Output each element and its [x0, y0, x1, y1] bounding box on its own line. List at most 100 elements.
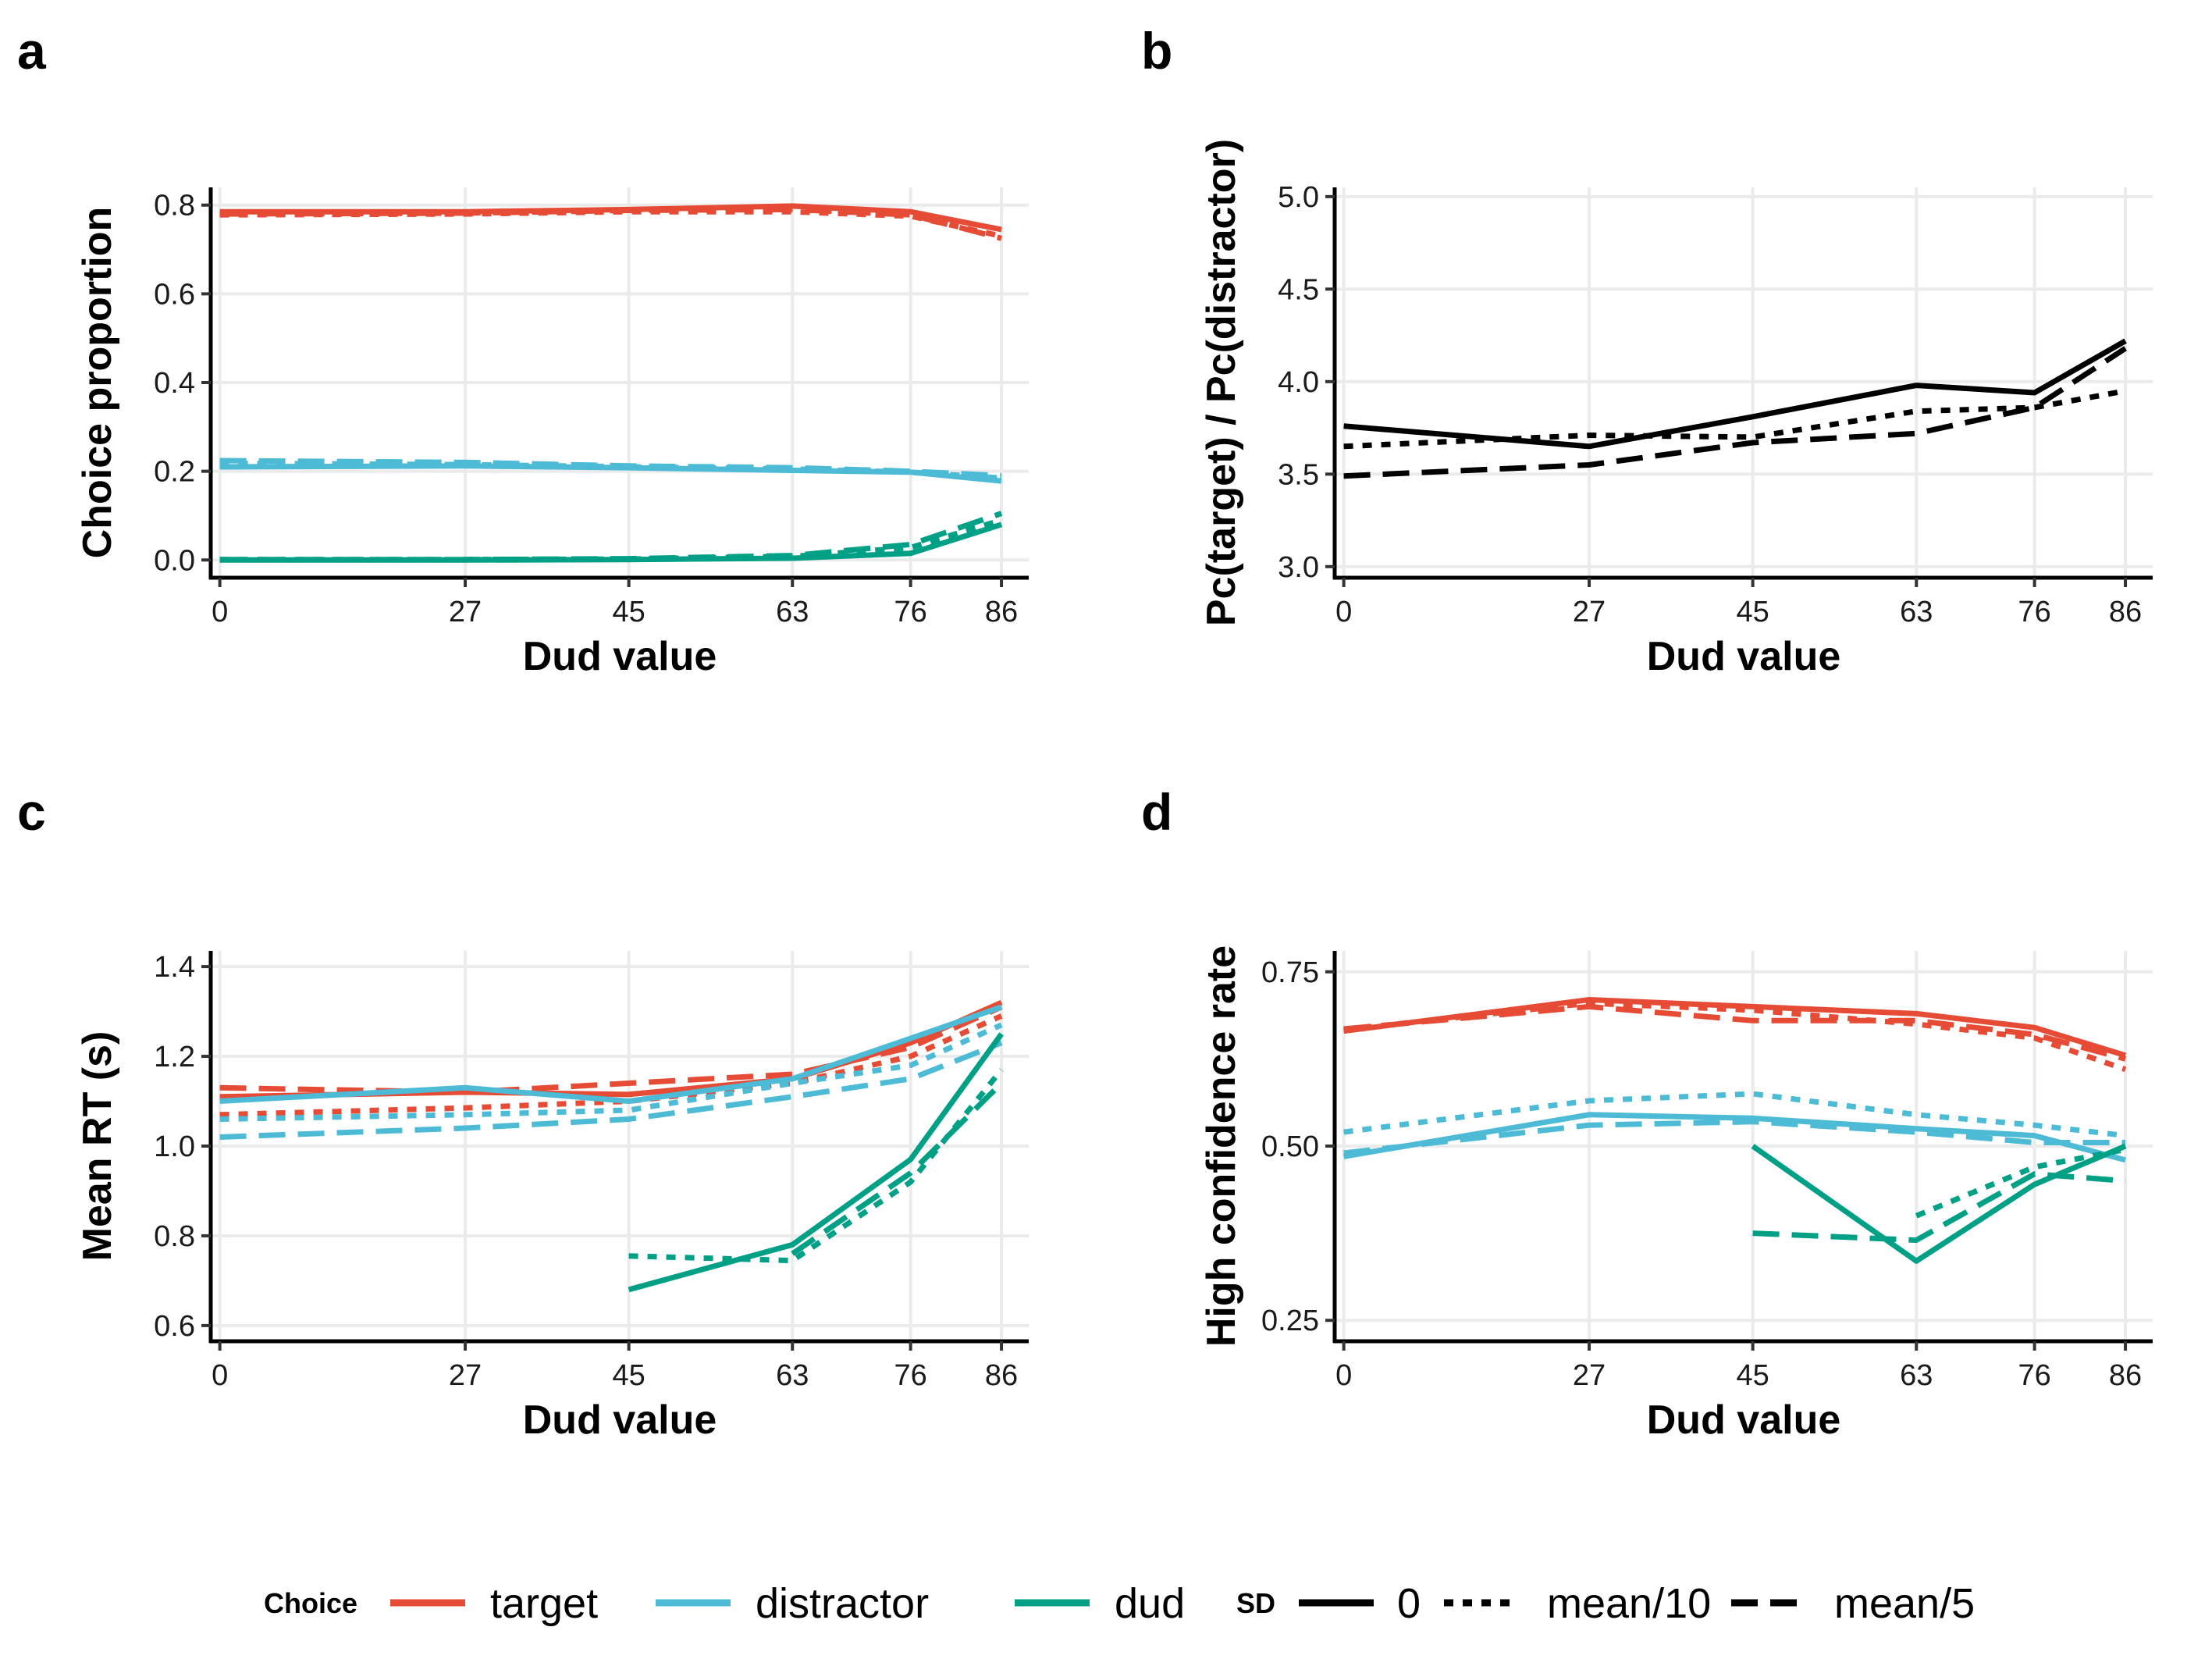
legend-label-dud: dud — [1115, 1580, 1185, 1627]
panel-a-x-tick-label-3: 63 — [776, 596, 809, 628]
panel-c-x-axis-title: Dud value — [523, 1397, 717, 1443]
panel-a-x-tick-label-4: 76 — [894, 596, 926, 628]
panel-a-y-axis-title: Choice proportion — [75, 207, 120, 559]
panel-b-x-tick-label-1: 27 — [1573, 596, 1606, 628]
legend: Choice target distractor dud SD 0 mean/1… — [264, 1580, 1975, 1627]
panel-d-lines — [1343, 997, 2127, 1264]
legend-label-sd-mean10: mean/10 — [1547, 1580, 1711, 1627]
panel-d-series-dud-sd-0 — [1751, 1143, 2127, 1264]
panel-c-x-tick-label-1: 27 — [449, 1359, 482, 1392]
panel-d-grid — [1335, 951, 2153, 1341]
legend-choice-title: Choice — [264, 1587, 357, 1619]
legend-label-sd-mean5: mean/5 — [1834, 1580, 1975, 1627]
panel-d-ticks: 0.25 0.50 0.75 0 27 45 63 76 86 — [1261, 956, 2142, 1392]
panel-d-x-tick-label-0: 0 — [1335, 1359, 1352, 1392]
panel-a-y-tick-label-2: 0.4 — [154, 367, 195, 400]
panel-a: a 0.0 0.2 0.4 0.6 0.8 0 27 45 63 76 86 Dud value C… — [17, 22, 1029, 679]
panel-c-y-tick-label-1: 0.8 — [154, 1220, 195, 1253]
panel-d-y-tick-label-0: 0.25 — [1261, 1305, 1319, 1337]
panel-c-grid — [211, 951, 1029, 1341]
panel-a-y-tick-label-1: 0.2 — [154, 456, 195, 489]
panel-b-axes — [1332, 187, 2153, 580]
panel-d-series-dud-sd-mean5 — [1752, 1171, 2126, 1243]
panel-d-y-tick-label-2: 0.75 — [1261, 956, 1319, 989]
panel-b-x-tick-label-5: 86 — [2109, 596, 2142, 628]
panel-d-x-tick-label-1: 27 — [1573, 1359, 1606, 1392]
panel-d-series-distractor-sd-mean5 — [1343, 1119, 2126, 1156]
panel-c-series-dud-sd-mean5 — [791, 1081, 1004, 1256]
panel-b-x-tick-label-2: 45 — [1737, 596, 1769, 628]
panel-d-y-axis-title: High confidence rate — [1199, 945, 1244, 1347]
panel-a-x-tick-label-0: 0 — [212, 596, 228, 628]
panel-a-y-tick-label-4: 0.8 — [154, 190, 195, 223]
panel-d-series-distractor-sd-0 — [1343, 1112, 2127, 1163]
panel-d-series-target-sd-mean5 — [1343, 1003, 2127, 1062]
panel-b: b 3.0 3.5 4.0 4.5 5.0 0 27 45 63 76 86 Dud value P… — [1141, 22, 2153, 679]
panel-a-letter: a — [17, 22, 47, 80]
panel-c-x-tick-label-2: 45 — [613, 1359, 645, 1392]
panel-b-x-tick-label-4: 76 — [2018, 596, 2050, 628]
panel-c-series-distractor-sd-mean5 — [219, 1040, 1003, 1140]
panel-c-lines — [219, 999, 1004, 1293]
panel-d-series-target-sd-0 — [1343, 997, 2127, 1059]
panel-c-y-tick-label-0: 0.6 — [154, 1310, 195, 1343]
panel-b-lines — [1343, 338, 2128, 479]
panel-a-ticks: 0.0 0.2 0.4 0.6 0.8 0 27 45 63 76 86 — [154, 190, 1018, 628]
panel-b-y-tick-label-1: 3.5 — [1278, 458, 1319, 491]
panel-c-y-axis-title: Mean RT (s) — [75, 1031, 120, 1262]
panel-d-series-distractor-sd-mean10 — [1343, 1091, 2126, 1139]
panel-a-y-tick-label-0: 0.0 — [154, 544, 195, 577]
panel-a-series-target-sd-mean5 — [219, 206, 1002, 241]
panel-a-series-distractor-sd-mean5 — [219, 457, 1002, 479]
legend-sd-title: SD — [1236, 1587, 1275, 1619]
panel-a-grid — [211, 187, 1029, 578]
panel-c: c 0.6 0.8 1.0 1.2 1.4 0 27 45 63 76 86 Dud value M… — [17, 783, 1029, 1443]
panel-c-series-distractor-sd-mean10 — [219, 1022, 1003, 1122]
panel-b-y-axis-title: Pc(target) / Pc(distractor) — [1199, 139, 1244, 626]
panel-a-x-tick-label-2: 45 — [613, 596, 645, 628]
panel-c-ticks: 0.6 0.8 1.0 1.2 1.4 0 27 45 63 76 86 — [154, 951, 1018, 1392]
panel-a-lines — [219, 203, 1003, 563]
panel-c-y-tick-label-4: 1.4 — [154, 951, 195, 984]
panel-d-x-axis-title: Dud value — [1647, 1397, 1841, 1443]
panel-a-series-dud-sd-mean5 — [219, 511, 1003, 563]
panel-b-x-tick-label-3: 63 — [1900, 596, 1933, 628]
panel-c-series-distractor-sd-0 — [219, 1004, 1003, 1104]
panel-a-x-axis-title: Dud value — [523, 634, 717, 679]
panel-c-letter: c — [17, 783, 46, 841]
panel-b-y-tick-label-4: 5.0 — [1278, 181, 1319, 214]
panel-b-x-tick-label-0: 0 — [1335, 596, 1352, 628]
panel-b-x-axis-title: Dud value — [1647, 634, 1841, 679]
panel-c-series-dud-sd-0 — [628, 1032, 1004, 1293]
panel-c-x-tick-label-0: 0 — [212, 1359, 228, 1392]
legend-label-sd-0: 0 — [1397, 1580, 1421, 1627]
panel-b-y-tick-label-0: 3.0 — [1278, 551, 1319, 584]
panel-d: d 0.25 0.50 0.75 0 27 45 63 76 86 Dud value High… — [1141, 783, 2153, 1443]
legend-label-distractor: distractor — [756, 1580, 929, 1627]
panel-c-x-tick-label-4: 76 — [894, 1359, 926, 1392]
panel-d-x-tick-label-4: 76 — [2018, 1359, 2050, 1392]
panel-c-y-tick-label-3: 1.2 — [154, 1041, 195, 1073]
panel-b-y-tick-label-3: 4.5 — [1278, 273, 1319, 306]
panel-b-y-tick-label-2: 4.0 — [1278, 366, 1319, 399]
panel-c-y-tick-label-2: 1.0 — [154, 1130, 195, 1163]
legend-label-target: target — [490, 1580, 598, 1627]
panel-b-series-black-sd-mean10 — [1343, 388, 2126, 450]
panel-a-x-tick-label-1: 27 — [449, 596, 482, 628]
panel-b-grid — [1335, 187, 2153, 578]
panel-d-x-tick-label-2: 45 — [1737, 1359, 1769, 1392]
panel-d-series-dud-sd-mean10 — [1915, 1147, 2126, 1219]
panel-d-x-tick-label-5: 86 — [2109, 1359, 2142, 1392]
panel-d-y-tick-label-1: 0.50 — [1261, 1130, 1319, 1163]
panel-b-series-black-sd-0 — [1343, 338, 2127, 450]
panel-a-x-tick-label-5: 86 — [985, 596, 1018, 628]
panel-b-letter: b — [1141, 22, 1172, 80]
panel-d-series-target-sd-mean10 — [1343, 1000, 2127, 1073]
panel-a-y-tick-label-3: 0.6 — [154, 278, 195, 311]
panel-d-x-tick-label-3: 63 — [1900, 1359, 1933, 1392]
panel-b-series-black-sd-mean5 — [1343, 346, 2128, 479]
panel-c-x-tick-label-5: 86 — [985, 1359, 1018, 1392]
panel-b-ticks: 3.0 3.5 4.0 4.5 5.0 0 27 45 63 76 86 — [1278, 181, 2142, 628]
